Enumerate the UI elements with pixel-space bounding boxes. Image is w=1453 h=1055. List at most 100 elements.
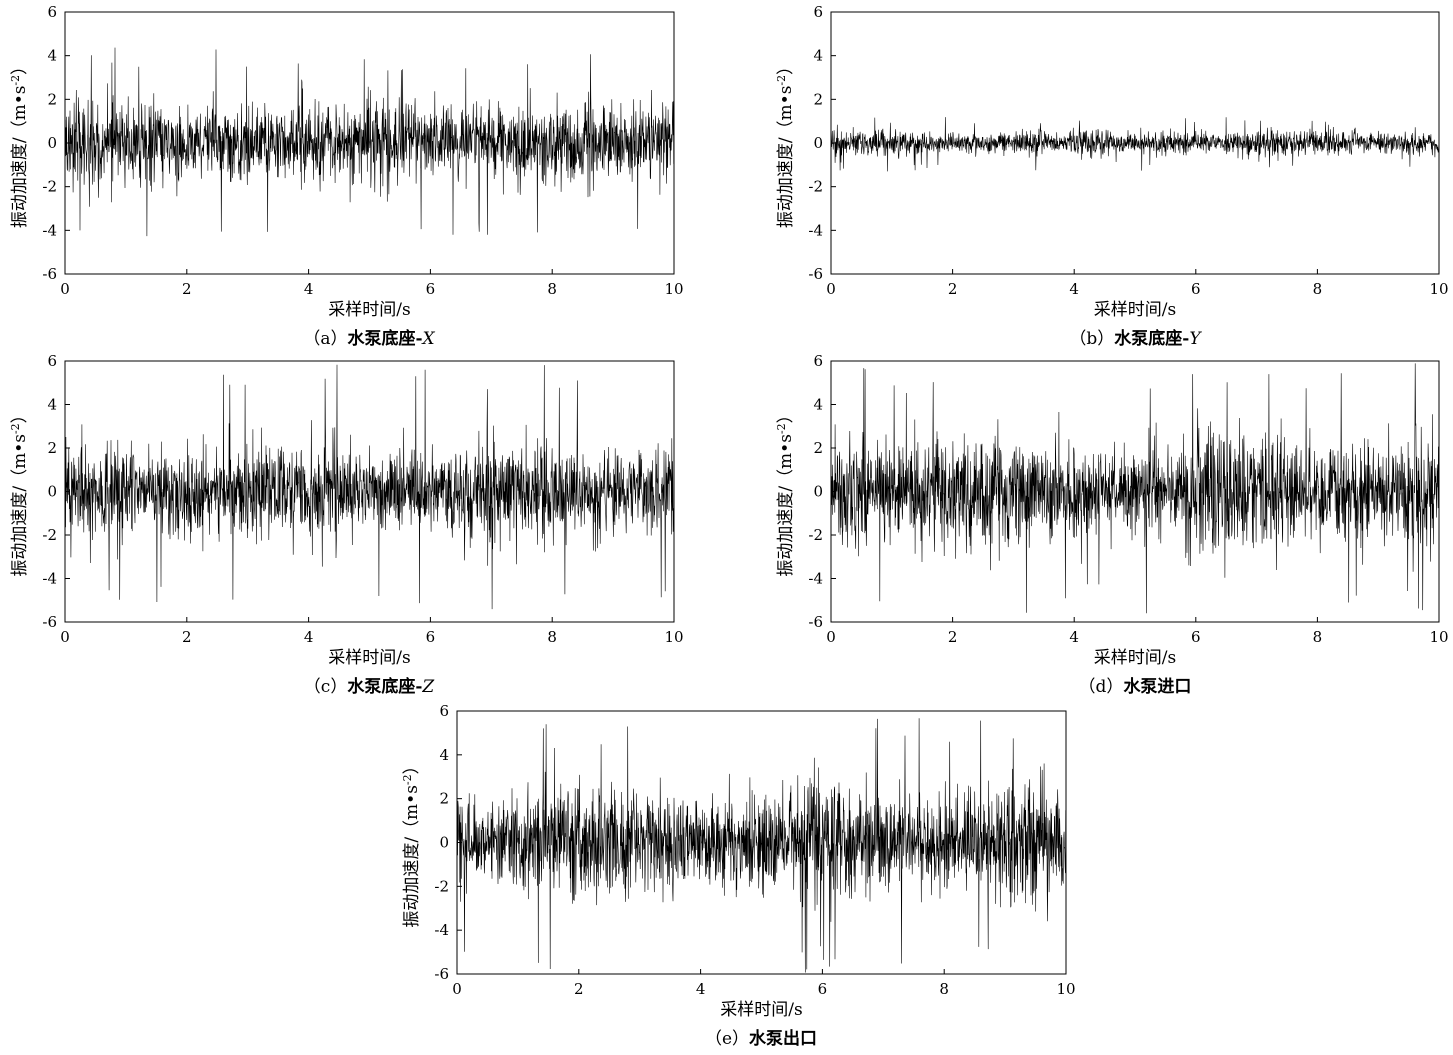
y-tick-label: -2 (434, 877, 449, 895)
y-tick-label: 6 (47, 3, 57, 21)
y-tick-label: -4 (434, 921, 449, 939)
x-tick-label: 6 (426, 280, 436, 298)
y-axis-label: 振动加速度/（m•s-2） (775, 58, 796, 228)
caption-prefix: （e） (705, 1029, 749, 1049)
y-axis-label-main: 振动加速度/（m•s (10, 86, 30, 229)
x-tick-label: 6 (818, 980, 828, 998)
chart-panel-b: 0 2 4 6 8 10-6-4-20246采样时间/s振动加速度/（m•s-2）（b）水… (775, 3, 1449, 349)
y-tick-label: 2 (813, 90, 823, 108)
y-axis-label: 振动加速度/（m•s-2） (401, 757, 422, 927)
x-tick-label: 4 (304, 280, 314, 298)
y-tick-label: 0 (813, 483, 823, 501)
y-tick-label: 2 (439, 790, 449, 808)
y-tick-label: 0 (439, 834, 449, 852)
y-axis-label-end: ） (10, 406, 30, 423)
panel-caption: （d）水泵进口 (1079, 676, 1192, 697)
x-axis-label: 采样时间/s (328, 300, 410, 320)
caption-main: 水泵进口 (1123, 676, 1191, 697)
chart-panel-c: 0 2 4 6 8 10-6-4-20246采样时间/s振动加速度/（m•s-2）（c）水… (9, 352, 684, 697)
caption-main: 水泵底座- (1114, 328, 1189, 349)
y-axis-label: 振动加速度/（m•s-2） (9, 58, 30, 228)
caption-prefix: （b） (1069, 329, 1114, 349)
y-axis-label-main: 振动加速度/（m•s (776, 434, 796, 577)
x-tick-label: 6 (1191, 280, 1201, 298)
y-tick-label: 4 (47, 47, 57, 65)
x-tick-label: 8 (547, 628, 557, 646)
x-tick-label: 2 (574, 980, 584, 998)
x-tick-label: 0 (60, 628, 70, 646)
y-tick-label: 0 (47, 134, 57, 152)
panel-caption: （e）水泵出口 (705, 1028, 817, 1049)
y-tick-label: 4 (813, 396, 823, 414)
x-tick-label: 0 (826, 280, 836, 298)
y-axis-label-end: ） (776, 58, 796, 75)
caption-main: 水泵底座- (347, 676, 422, 697)
y-tick-label: -4 (42, 570, 57, 588)
chart-panel-a: 0 2 4 6 8 10-6-4-20246采样时间/s振动加速度/（m•s-2）（a）水… (9, 3, 684, 349)
x-tick-label: 4 (304, 628, 314, 646)
y-axis-label-sup: -2 (9, 75, 22, 86)
x-tick-label: 10 (1056, 980, 1075, 998)
x-tick-label: 10 (1429, 628, 1448, 646)
y-tick-label: 6 (47, 352, 57, 370)
series-line-a (64, 47, 675, 237)
series-line-c (64, 364, 675, 610)
x-tick-label: 4 (1069, 280, 1079, 298)
panel-caption: （a）水泵底座-X (303, 328, 435, 349)
caption-main: 水泵底座- (347, 328, 422, 349)
x-tick-label: 6 (426, 628, 436, 646)
caption-italic: X (421, 329, 436, 349)
y-axis-label-end: ） (10, 58, 30, 75)
y-axis-label-end: ） (402, 757, 422, 774)
y-tick-label: -2 (808, 178, 823, 196)
y-tick-label: -6 (808, 613, 823, 631)
caption-prefix: （a） (303, 329, 347, 349)
series-line-e (456, 718, 1067, 973)
x-tick-label: 2 (948, 280, 958, 298)
x-tick-label: 8 (547, 280, 557, 298)
x-tick-label: 0 (452, 980, 462, 998)
caption-prefix: （c） (304, 677, 348, 697)
y-tick-label: -4 (42, 221, 57, 239)
y-tick-label: 0 (47, 483, 57, 501)
y-tick-label: 2 (47, 90, 57, 108)
y-tick-label: -4 (808, 570, 823, 588)
x-axis-label: 采样时间/s (328, 648, 410, 668)
y-axis-label-sup: -2 (9, 423, 22, 434)
x-tick-label: 4 (696, 980, 706, 998)
chart-panel-e: 0 2 4 6 8 10-6-4-20246采样时间/s振动加速度/（m•s-2）（e）水… (401, 702, 1076, 1049)
x-tick-label: 0 (60, 280, 70, 298)
series-line-b (830, 117, 1440, 172)
x-tick-label: 8 (1313, 280, 1323, 298)
y-tick-label: -6 (42, 613, 57, 631)
y-tick-label: 0 (813, 134, 823, 152)
y-tick-label: 6 (813, 352, 823, 370)
x-tick-label: 10 (1429, 280, 1448, 298)
y-tick-label: 4 (439, 746, 449, 764)
y-axis-label-main: 振动加速度/（m•s (402, 785, 422, 928)
y-tick-label: -4 (808, 221, 823, 239)
y-tick-label: -2 (808, 526, 823, 544)
y-axis-label-sup: -2 (401, 774, 414, 785)
y-tick-label: -2 (42, 178, 57, 196)
y-tick-label: 4 (47, 396, 57, 414)
panel-caption: （c）水泵底座-Z (304, 676, 436, 697)
y-axis-label-main: 振动加速度/（m•s (776, 86, 796, 229)
x-axis-label: 采样时间/s (720, 1000, 802, 1020)
y-tick-label: -6 (808, 265, 823, 283)
y-tick-label: 4 (813, 47, 823, 65)
x-tick-label: 2 (182, 280, 192, 298)
x-tick-label: 2 (948, 628, 958, 646)
x-tick-label: 8 (939, 980, 949, 998)
y-tick-label: -6 (434, 965, 449, 983)
caption-prefix: （d） (1079, 677, 1124, 697)
x-tick-label: 2 (182, 628, 192, 646)
x-tick-label: 4 (1069, 628, 1079, 646)
x-axis-label: 采样时间/s (1094, 300, 1176, 320)
x-tick-label: 8 (1313, 628, 1323, 646)
caption-italic: Y (1189, 329, 1202, 349)
x-tick-label: 6 (1191, 628, 1201, 646)
y-tick-label: 2 (47, 439, 57, 457)
